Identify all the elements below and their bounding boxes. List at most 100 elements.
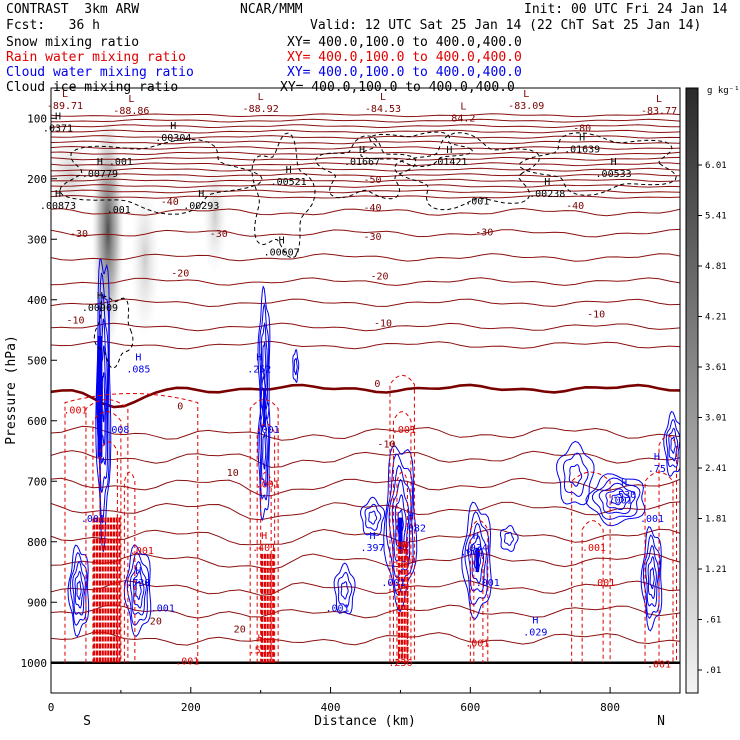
extremum-value: .00873 <box>40 201 76 212</box>
colorbar-label: 4.21 <box>705 313 727 323</box>
temperature-isotherm <box>51 552 680 570</box>
y-tick-label: 1000 <box>21 657 48 670</box>
y-tick-label: 700 <box>27 475 47 488</box>
x-tick-label: 0 <box>48 701 55 714</box>
extremum-value: 84.2 <box>451 113 475 124</box>
extremum-marker: H <box>135 352 141 363</box>
isotherm-label: -40 <box>566 201 584 212</box>
cloud-water-contour <box>461 501 492 620</box>
x-tick-label: 200 <box>181 701 201 714</box>
extremum-value: .0371 <box>43 124 73 135</box>
colorbar-label: 6.01 <box>705 161 727 171</box>
cloud-ice-contours <box>59 131 677 369</box>
contour-value-label: .001 <box>63 405 87 416</box>
extremum-marker: H <box>286 165 292 176</box>
contour-value-label: .001 <box>256 479 280 490</box>
field-xy-snow: XY= 400.0,100.0 to 400.0,400.0 <box>287 35 522 50</box>
temperature-isotherm <box>51 113 680 118</box>
cloud-water-contour <box>591 477 641 521</box>
extremum-marker: L <box>523 89 529 100</box>
cloud-water-contour <box>340 581 349 600</box>
extremum-marker: L <box>460 101 466 112</box>
extremum-marker: H <box>401 543 407 554</box>
cloud-ice-contour <box>393 132 541 211</box>
isotherm-label: 20 <box>150 616 162 627</box>
extremum-marker: H <box>397 646 403 657</box>
extremum-value: -89.71 <box>47 101 83 112</box>
cloud-water-core <box>475 547 480 572</box>
extremum-marker: H <box>97 157 103 168</box>
contour-value-label: .001 <box>640 514 664 525</box>
colorbar-label: 4.81 <box>705 262 727 272</box>
endpoint-right: N <box>657 714 665 729</box>
contour-value-label: .001 <box>647 660 671 671</box>
temperature-isotherm <box>51 151 680 156</box>
x-tick-label: 400 <box>321 701 341 714</box>
extremum-marker: H <box>261 531 267 542</box>
temperature-isotherm <box>51 450 680 468</box>
colorbar-label: 1.21 <box>705 565 727 575</box>
extremum-marker: L <box>380 92 386 103</box>
temperature-isotherm <box>51 228 680 238</box>
field-name-cloudwater: Cloud water mixing ratio <box>6 65 194 80</box>
rain-water-contour <box>64 393 199 663</box>
temperature-isotherm <box>51 207 680 217</box>
cloud-water-contour <box>499 524 519 553</box>
extremum-marker: H <box>621 478 627 489</box>
rain-water-contour <box>123 471 136 663</box>
isotherm-label: -40 <box>161 197 179 208</box>
rain-water-contour <box>99 441 118 663</box>
extremum-value: .00607 <box>264 248 300 259</box>
contour-value-label: .001 <box>392 425 416 436</box>
colorbar-label: 3.01 <box>705 414 727 424</box>
colorbar-label: 1.81 <box>705 515 727 525</box>
isotherm-label: -20 <box>171 269 189 280</box>
extremum-value: -83.09 <box>508 101 544 112</box>
temperature-isotherm <box>51 253 680 262</box>
cloud-water-contour <box>262 432 267 470</box>
cloud-water-contour <box>259 302 270 410</box>
extremum-marker: H <box>279 236 285 247</box>
cloud-water-contour <box>663 410 680 477</box>
cloud-water-contour <box>562 452 589 498</box>
field-name-rain: Rain water mixing ratio <box>6 50 187 65</box>
extremum-marker: H <box>256 352 262 363</box>
rain-water-contour <box>571 471 611 663</box>
model-title: CONTRAST 3km ARW <box>6 2 140 17</box>
cloud-water-contour <box>360 496 386 536</box>
extremum-marker: L <box>62 89 68 100</box>
extremum-marker: H <box>359 145 365 156</box>
rain-water-contour <box>392 411 412 663</box>
freezing-level-isotherm <box>51 383 680 409</box>
cloud-water-contour <box>129 561 148 616</box>
contour-value-label: .008 <box>105 425 129 436</box>
contour-value-label: .001 <box>591 578 615 589</box>
cloud-water-contour <box>292 348 300 384</box>
cloud-water-contour <box>132 570 145 609</box>
contour-value-label: .001 <box>175 657 199 668</box>
y-tick-label: 400 <box>27 294 47 307</box>
contour-value-label: .001 <box>130 546 154 557</box>
extremum-marker: H <box>544 177 550 188</box>
cloud-water-contour <box>67 544 90 638</box>
extremum-marker: H <box>369 531 375 542</box>
extremum-marker: H <box>258 634 264 645</box>
extremum-value: .75 <box>648 464 666 475</box>
extremum-value: .01667 <box>344 157 380 168</box>
extremum-marker: H <box>408 511 414 522</box>
temperature-isotherm <box>51 173 680 178</box>
temperature-isotherm <box>51 145 680 150</box>
extremum-value: .730 <box>126 578 150 589</box>
contour-value-label: .001 <box>465 197 489 208</box>
contour-value-label: .001 <box>476 578 500 589</box>
colorbar-label: 3.61 <box>705 363 727 373</box>
contour-value-label: .001 <box>460 548 484 559</box>
temperature-isotherm <box>51 477 680 497</box>
contour-value-label: .001 <box>609 496 633 507</box>
cloud-water-contour <box>72 560 86 616</box>
field-xy-rain: XY= 400.0,100.0 to 400.0,400.0 <box>287 50 522 65</box>
cloud-water-contour <box>568 464 583 487</box>
field-xy-cloudwater: XY= 400.0,100.0 to 400.0,400.0 <box>287 65 522 80</box>
cloud-water-contour <box>69 551 88 627</box>
cloud-water-contour <box>333 562 356 615</box>
